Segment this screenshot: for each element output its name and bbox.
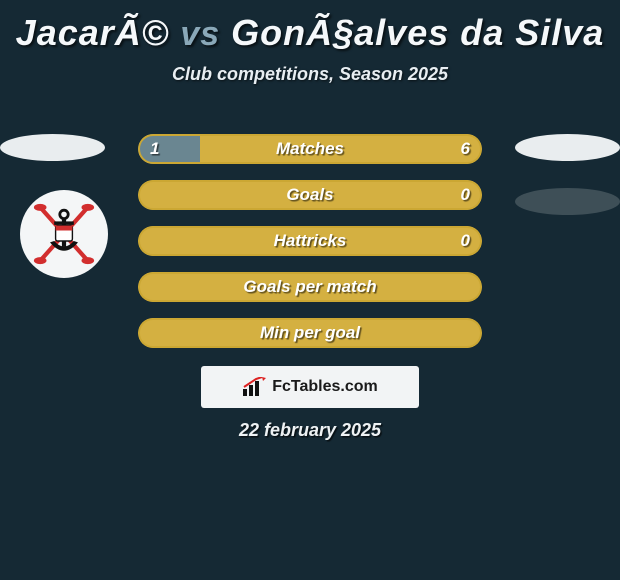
stat-bar-list: 16Matches 0Goals 0Hattricks Goals per match…: [138, 134, 482, 364]
vs-separator: vs: [180, 15, 220, 53]
club-crest: [20, 190, 108, 278]
stat-bar: 0Hattricks: [138, 226, 482, 256]
brand-text: FcTables.com: [272, 378, 378, 396]
player-right-name: GonÃ§alves da Silva: [231, 12, 604, 53]
brand-badge: FcTables.com: [201, 366, 419, 408]
right-oval: [515, 134, 620, 161]
stat-bar: Goals per match: [138, 272, 482, 302]
stat-bar: 0Goals: [138, 180, 482, 210]
stat-bar-left-fill: [138, 134, 200, 164]
comparison-card: JacarÃ© vs GonÃ§alves da Silva Club comp…: [0, 12, 620, 580]
bar-chart-icon: [242, 377, 266, 397]
date-line: 22 february 2025: [0, 420, 620, 441]
stat-bar: 16Matches: [138, 134, 482, 164]
right-oval: [515, 188, 620, 215]
player-left-name: JacarÃ©: [16, 12, 170, 53]
page-title: JacarÃ© vs GonÃ§alves da Silva: [0, 12, 620, 54]
corinthians-crest-icon: [29, 199, 99, 269]
left-oval: [0, 134, 105, 161]
subtitle: Club competitions, Season 2025: [0, 64, 620, 85]
stat-bar: Min per goal: [138, 318, 482, 348]
